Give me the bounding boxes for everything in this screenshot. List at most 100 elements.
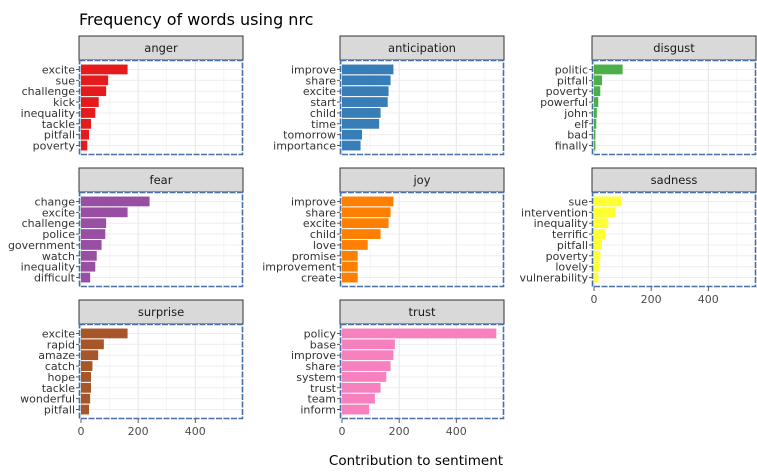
category-label: excite (42, 206, 75, 219)
bar-inequality (81, 108, 96, 118)
category-label: inequality (21, 107, 76, 120)
bar-lovely (594, 261, 600, 272)
bar-inform (342, 404, 370, 415)
category-label: excite (303, 85, 336, 98)
category-label: government (8, 239, 76, 252)
bar-challenge (81, 86, 107, 97)
category-label: improve (291, 195, 336, 208)
category-label: excite (42, 63, 75, 76)
category-label: time (311, 118, 336, 131)
category-label: catch (45, 360, 75, 373)
category-label: inequality (534, 217, 589, 230)
bar-time (342, 118, 380, 129)
category-label: terrific (552, 228, 588, 241)
category-label: promise (292, 250, 336, 263)
panel-background (592, 60, 756, 155)
facet-strip-label: joy (412, 173, 430, 187)
facet-surprise: surprise exciterapidamazecatchhopetacklew… (20, 299, 244, 438)
category-label: child (310, 228, 336, 241)
category-label: vulnerability (519, 272, 588, 285)
category-label: watch (42, 250, 75, 263)
panel-border (78, 191, 244, 288)
facet-grid: angerexcitesuechallengekickinequalitytac… (8, 35, 757, 438)
facet-strip-label: fear (150, 173, 173, 187)
bar-hope (81, 372, 91, 382)
bar-pitfall (81, 129, 89, 140)
bar-promise (342, 250, 358, 261)
category-label: pitfall (557, 74, 588, 87)
category-label: rapid (47, 338, 75, 351)
facet-joy: joy improveshareexcitechildlovepromiseimp… (262, 167, 505, 288)
bar-watch (81, 250, 97, 261)
bar-terrific (594, 229, 606, 239)
bar-amaze (81, 350, 99, 361)
category-label: amaze (38, 349, 75, 362)
category-label: pitfall (44, 129, 75, 142)
bar-john (594, 108, 597, 118)
bar-inequality (594, 218, 609, 229)
category-label: hope (48, 371, 76, 384)
category-label: improvement (262, 261, 336, 274)
bar-pitfall (594, 240, 602, 250)
category-label: sue (56, 74, 76, 87)
category-label: sue (569, 195, 589, 208)
x-tick-label: 400 (446, 425, 467, 438)
category-label: share (306, 360, 337, 373)
bar-excite (81, 328, 128, 339)
bar-improve (342, 64, 394, 75)
bar-catch (81, 361, 93, 371)
category-label: importance (273, 140, 336, 153)
bar-policy (342, 328, 497, 339)
bar-challenge (81, 218, 107, 229)
category-label: change (35, 195, 76, 208)
category-label: finally (555, 140, 589, 153)
category-label: start (310, 96, 336, 109)
bar-base (342, 339, 395, 350)
bar-start (342, 97, 388, 107)
chart-title: Frequency of words using nrc (79, 10, 313, 29)
panel-border (339, 323, 505, 420)
bar-powerful (594, 97, 599, 107)
panel-background (79, 324, 243, 419)
category-label: police (42, 228, 75, 241)
panel-border (78, 59, 244, 156)
category-label: tomorrow (283, 129, 336, 142)
category-label: elf (574, 118, 589, 131)
bar-intervention (594, 207, 616, 218)
category-label: poverty (33, 140, 76, 153)
bar-excite (81, 207, 128, 218)
facet-strip-label: disgust (653, 41, 695, 55)
bar-excite (81, 64, 128, 75)
x-tick-label: 200 (641, 293, 662, 306)
panel-border (339, 191, 505, 288)
bar-tomorrow (342, 129, 362, 140)
category-label: poverty (546, 250, 589, 263)
bar-bad (594, 129, 596, 140)
facet-fear: fear changeexcitechallengepolicegovernmen… (8, 167, 244, 288)
facet-trust: trustpolicybaseimprovesharesystemtrustte… (291, 299, 505, 438)
bar-poverty (81, 140, 88, 151)
facet-strip-label: sadness (651, 173, 698, 187)
bar-importance (342, 140, 361, 151)
bar-improve (342, 350, 394, 361)
facet-strip (339, 167, 505, 193)
x-tick-label: 400 (698, 293, 719, 306)
bar-sue (81, 75, 109, 86)
bar-pitfall (81, 404, 89, 415)
bar-tackle (81, 382, 91, 393)
panel-border (339, 59, 505, 156)
category-label: love (313, 239, 336, 252)
facet-strip (78, 167, 244, 193)
bar-trust (342, 382, 381, 393)
category-label: tackle (42, 118, 76, 131)
bar-improvement (342, 261, 358, 272)
category-label: tackle (42, 382, 76, 395)
category-label: kick (53, 96, 75, 109)
bar-love (342, 240, 368, 250)
bar-kick (81, 97, 99, 107)
bar-team (342, 393, 375, 404)
bar-excite (342, 218, 389, 229)
facet-disgust: disgust politicpitfallpovertypowerfuljohn… (540, 35, 757, 156)
x-tick-label: 200 (128, 425, 149, 438)
